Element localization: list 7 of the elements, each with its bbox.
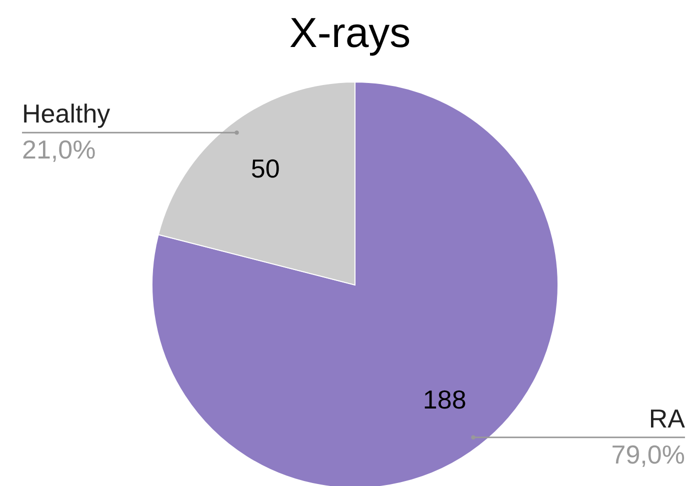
chart-title: X-rays <box>289 9 411 56</box>
data-label: 50 <box>250 154 280 184</box>
text: 79,0% <box>611 439 685 470</box>
slice-label: RA <box>648 403 686 434</box>
text: 21,0% <box>22 134 96 165</box>
data-label: 188 <box>422 384 466 414</box>
slice-label: Healthy <box>22 98 110 129</box>
